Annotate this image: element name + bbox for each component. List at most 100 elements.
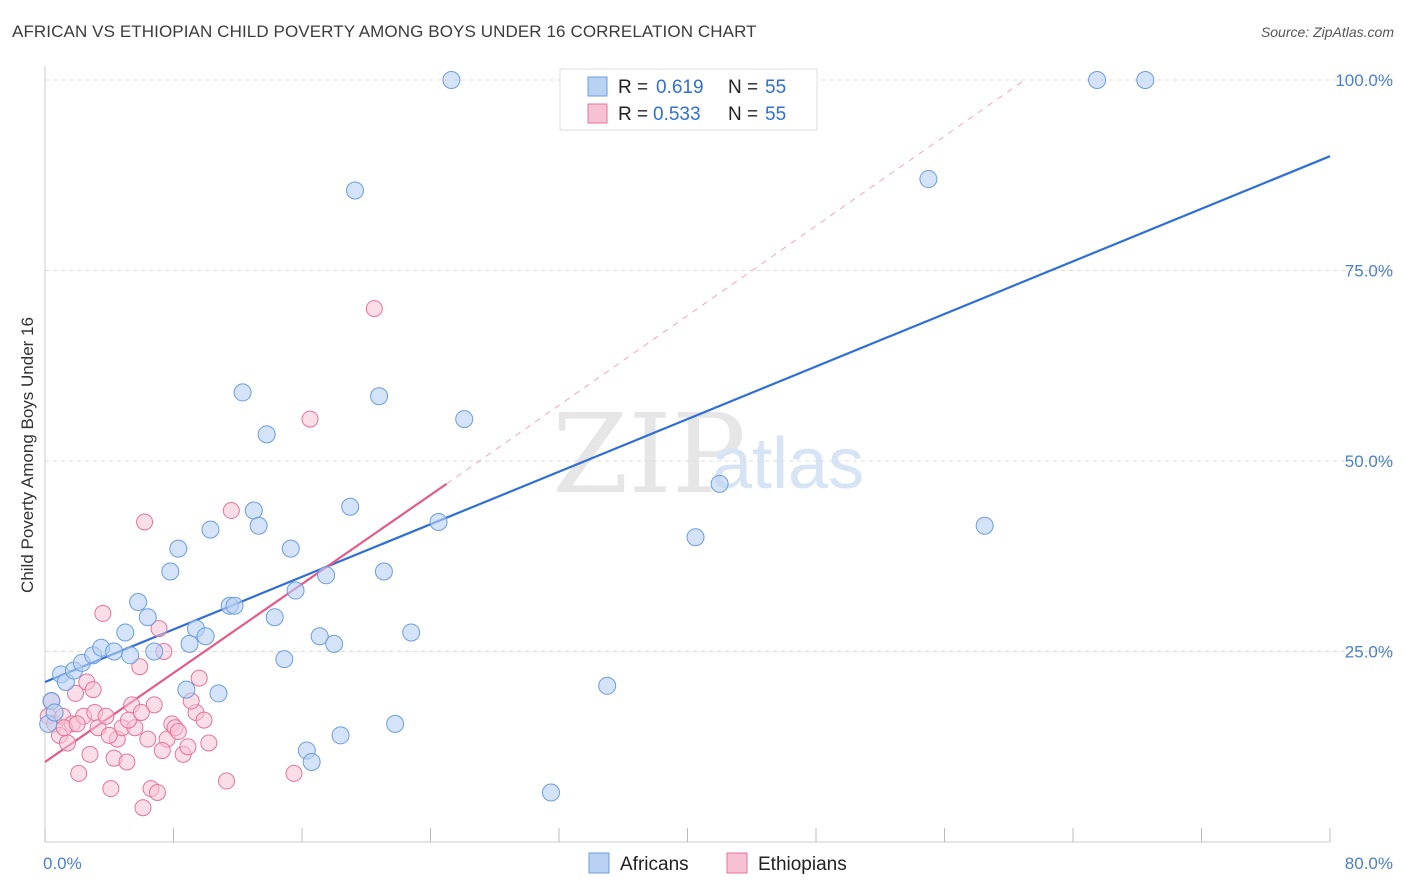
africans-point — [138, 608, 157, 627]
ethiopians-point — [139, 730, 157, 748]
ethiopians-point — [150, 620, 168, 638]
watermark-zip: ZIP — [552, 390, 746, 518]
ethiopians-point — [222, 502, 240, 520]
africans-point — [177, 680, 196, 699]
africans-point — [249, 516, 268, 535]
africans-point — [975, 516, 994, 535]
ethiopians-point — [70, 764, 88, 782]
africans-point — [121, 646, 140, 665]
africans-point — [325, 634, 344, 653]
ethiopians-point — [102, 780, 120, 798]
bottom-legend-africans: Africans — [620, 854, 689, 875]
ethiopians-point — [195, 711, 213, 729]
legend-r-label-ethiopians: R = — [618, 104, 648, 125]
chart-source: Source: ZipAtlas.com — [1260, 24, 1394, 40]
africans-point — [45, 703, 64, 722]
ethiopians-points — [39, 300, 383, 817]
africans-point — [196, 627, 215, 646]
africans-point — [281, 539, 300, 558]
ethiopians-point — [134, 799, 152, 817]
ethiopians-point — [200, 734, 218, 752]
ethiopians-point — [365, 300, 383, 318]
africans-point — [233, 383, 252, 402]
africans-point — [225, 596, 244, 615]
africans-point — [402, 623, 421, 642]
africans-point — [116, 623, 135, 642]
y-tick-label: 75.0% — [1345, 262, 1393, 281]
africans-point — [244, 501, 263, 520]
legend-r-africans: 0.619 — [656, 77, 704, 98]
bottom-legend: Africans Ethiopians — [588, 852, 847, 875]
ethiopians-point — [179, 738, 197, 756]
ethiopians-point — [67, 684, 85, 702]
x-tick-label-max: 80.0% — [1345, 854, 1393, 873]
ethiopians-point — [153, 742, 171, 760]
y-tick-label: 100.0% — [1335, 71, 1393, 90]
africans-point — [317, 566, 336, 585]
legend-r-label-africans: R = — [618, 77, 648, 98]
ethiopians-point — [118, 753, 136, 771]
watermark-atlas: atlas — [712, 424, 864, 504]
ethiopians-point — [169, 723, 187, 741]
africans-point — [275, 650, 294, 669]
ethiopians-point — [145, 696, 163, 714]
bottom-legend-swatch-africans — [588, 852, 610, 874]
legend: R = 0.619 N = 55 R = 0.533 N = 55 — [559, 68, 818, 131]
africans-point — [257, 425, 276, 444]
africans-trend-line — [44, 155, 1331, 683]
africans-point — [919, 170, 938, 189]
y-tick-labels: 25.0% 50.0% 75.0% 100.0% — [1335, 71, 1393, 662]
africans-point — [201, 520, 220, 539]
ethiopians-point — [97, 707, 115, 725]
ethiopians-point — [81, 745, 99, 763]
africans-point — [386, 714, 405, 733]
africans-point — [161, 562, 180, 581]
y-tick-label: 50.0% — [1345, 452, 1393, 471]
africans-point — [598, 676, 617, 695]
y-tick-label: 25.0% — [1345, 643, 1393, 662]
africans-point — [129, 592, 148, 611]
africans-point — [310, 627, 329, 646]
ethiopians-trend-extension — [446, 79, 1026, 485]
ethiopians-point — [285, 764, 303, 782]
africans-point — [331, 726, 350, 745]
ethiopians-point — [136, 513, 154, 531]
africans-point — [105, 642, 124, 661]
africans-point — [1088, 71, 1107, 89]
africans-point — [442, 71, 461, 89]
legend-swatch-ethiopians — [587, 103, 608, 124]
africans-point — [455, 410, 474, 429]
y-axis-label: Child Poverty Among Boys Under 16 — [18, 317, 37, 593]
ethiopians-point — [218, 772, 236, 790]
africans-point — [1136, 71, 1155, 89]
ethiopians-point — [68, 715, 86, 733]
africans-points — [39, 71, 1155, 802]
ethiopians-point — [132, 703, 150, 721]
africans-point — [374, 562, 393, 581]
africans-point — [169, 539, 188, 558]
africans-point — [370, 387, 389, 406]
africans-point — [341, 497, 360, 516]
legend-n-label-africans: N = — [728, 77, 758, 98]
legend-swatch-africans — [587, 76, 608, 97]
africans-point — [686, 528, 705, 547]
ethiopians-point — [94, 604, 112, 622]
ethiopians-point — [148, 783, 166, 801]
africans-point — [346, 181, 365, 200]
legend-r-ethiopians: 0.533 — [653, 104, 701, 125]
ethiopians-point — [100, 726, 118, 744]
bottom-legend-swatch-ethiopians — [726, 852, 748, 874]
africans-point — [429, 512, 448, 531]
africans-point — [180, 634, 199, 653]
bottom-legend-ethiopians: Ethiopians — [758, 854, 847, 875]
ethiopians-point — [190, 669, 208, 687]
ethiopians-point — [84, 681, 102, 699]
ethiopians-point — [120, 711, 138, 729]
africans-point — [145, 642, 164, 661]
ethiopians-point — [131, 658, 149, 676]
ethiopians-point — [301, 410, 319, 428]
legend-n-label-ethiopians: N = — [728, 104, 758, 125]
x-tick-label-min: 0.0% — [43, 854, 82, 873]
africans-point — [286, 581, 305, 600]
